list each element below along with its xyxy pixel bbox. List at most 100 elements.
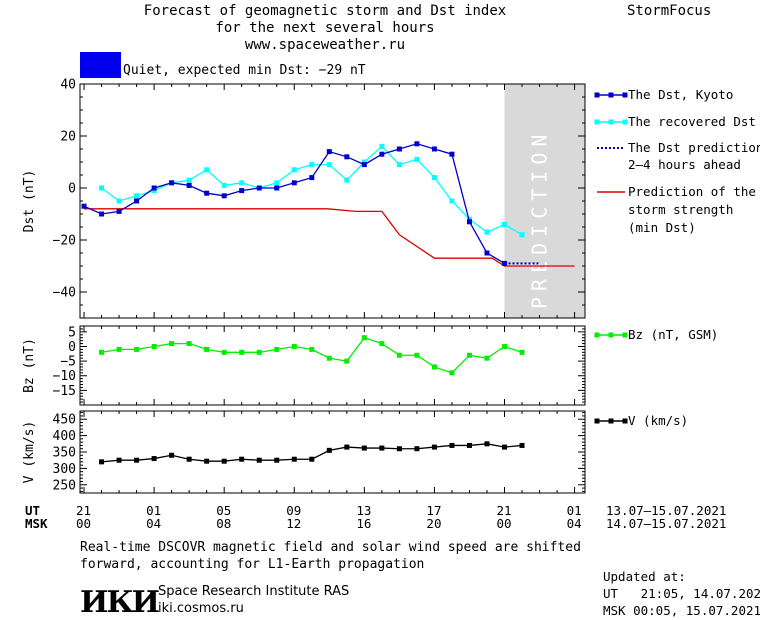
title-line-1: Forecast of geomagnetic storm and Dst in… (143, 3, 507, 19)
title-line-2: for the next several hours (215, 20, 435, 36)
kyoto-dst-point (134, 198, 140, 204)
speed-point (344, 444, 350, 450)
legend-v: V (km/s) (628, 413, 689, 428)
prediction-band (504, 84, 585, 318)
bz-point (309, 346, 315, 352)
institute-site: iki.cosmos.ru (158, 601, 244, 616)
legend-swatch-point (608, 418, 614, 424)
bz-point (502, 343, 508, 349)
footer-note-1: Real-time DSCOVR magnetic field and sola… (80, 540, 581, 555)
bz-point (99, 349, 105, 355)
legend-swatch-point (622, 92, 628, 98)
recovered-dst-point (274, 180, 280, 186)
kyoto-dst-point (99, 211, 105, 217)
status-text: Quiet, expected min Dst: −29 nT (123, 63, 366, 78)
y-tick-label: 20 (60, 130, 76, 145)
speed-point (256, 457, 262, 463)
recovered-dst-point (449, 198, 455, 204)
kyoto-dst-point (221, 193, 227, 199)
legend-swatch-point (622, 119, 628, 125)
speed-point (396, 446, 402, 452)
kyoto-dst-point (326, 149, 332, 155)
ut-tick-label: 21 (496, 503, 512, 518)
speed-point (466, 442, 472, 448)
recovered-dst-point (466, 216, 472, 222)
kyoto-dst-point (414, 141, 420, 147)
legend-swatch-point (622, 332, 628, 338)
kyoto-dst-point (186, 182, 192, 188)
speed-point (309, 456, 315, 462)
updated-title: Updated at: (603, 569, 686, 584)
recovered-dst-point (484, 229, 490, 235)
speed-point (361, 445, 367, 451)
y-tick-label: 350 (53, 446, 76, 461)
speed-point (99, 459, 105, 465)
legend-swatch-point (594, 119, 600, 125)
speed-point (204, 458, 210, 464)
kyoto-dst-point (449, 151, 455, 157)
storm-strength-line (84, 208, 575, 267)
bz-point (344, 358, 350, 364)
speed-point (291, 456, 297, 462)
msk-tick-label: 00 (496, 516, 512, 531)
msk-tick-label: 08 (216, 516, 232, 531)
y-axis-label: Bz (nT) (22, 338, 37, 393)
kyoto-dst-point (204, 190, 210, 196)
kyoto-dst-point (344, 154, 350, 160)
recovered-dst-point (134, 193, 140, 199)
speed-point (221, 458, 227, 464)
bz-point (414, 352, 420, 358)
speed-point (239, 456, 245, 462)
speed-point (151, 456, 157, 462)
legend-swatch-point (594, 418, 600, 424)
bz-point (396, 352, 402, 358)
speed-point (519, 442, 525, 448)
bz-point (431, 364, 437, 370)
y-tick-label: 450 (53, 413, 76, 428)
ut-tick-label: 21 (76, 503, 92, 518)
legend-swatch-point (622, 418, 628, 424)
kyoto-dst-point (361, 162, 367, 168)
ut-date-range: 13.07–15.07.2021 (606, 503, 727, 518)
kyoto-dst-point (291, 180, 297, 186)
msk-date-range: 14.07–15.07.2021 (606, 516, 727, 531)
speed-point (326, 447, 332, 453)
legend-storm-strength-2: storm strength (628, 202, 734, 217)
kyoto-dst-point (81, 203, 87, 209)
msk-tick-label: 16 (356, 516, 372, 531)
y-tick-label: −15 (53, 384, 76, 399)
footer-note-2: forward, accounting for L1-Earth propaga… (80, 557, 425, 572)
msk-tick-label: 12 (286, 516, 302, 531)
recovered-dst-point (221, 182, 227, 188)
bz-point (186, 341, 192, 347)
bz-point (466, 352, 472, 358)
updated-msk: MSK 00:05, 15.07.2021 (603, 603, 760, 618)
y-axis-label: Dst (nT) (22, 170, 37, 233)
legend-bz: Bz (nT, GSM) (628, 327, 719, 342)
speed-point (379, 445, 385, 451)
ut-tick-label: 13 (356, 503, 372, 518)
kyoto-dst-point (239, 188, 245, 194)
recovered-dst-point (204, 167, 210, 173)
legend-dst-kyoto: The Dst, Kyoto (628, 87, 734, 102)
legend-swatch-point (608, 119, 614, 125)
bz-point (256, 349, 262, 355)
recovered-dst-point (502, 221, 508, 227)
kyoto-dst-point (116, 208, 122, 214)
kyoto-dst-point (466, 219, 472, 225)
y-tick-label: −20 (53, 234, 76, 249)
ut-tick-label: 01 (146, 503, 162, 518)
y-tick-label: 5 (68, 325, 76, 340)
recovered-dst-point (519, 232, 525, 238)
bz-line (101, 336, 523, 374)
bz-point (169, 341, 175, 347)
msk-tick-label: 20 (426, 516, 442, 531)
speed-point (274, 457, 280, 463)
legend-dst-prediction-1: The Dst prediction (628, 140, 760, 155)
recovered-dst-point (99, 185, 105, 191)
legend-storm-strength-1: Prediction of the (628, 184, 756, 199)
y-tick-label: −10 (53, 369, 76, 384)
brand-label: StormFocus (627, 3, 712, 19)
recovered-dst-line (101, 145, 523, 236)
bz-point (221, 349, 227, 355)
